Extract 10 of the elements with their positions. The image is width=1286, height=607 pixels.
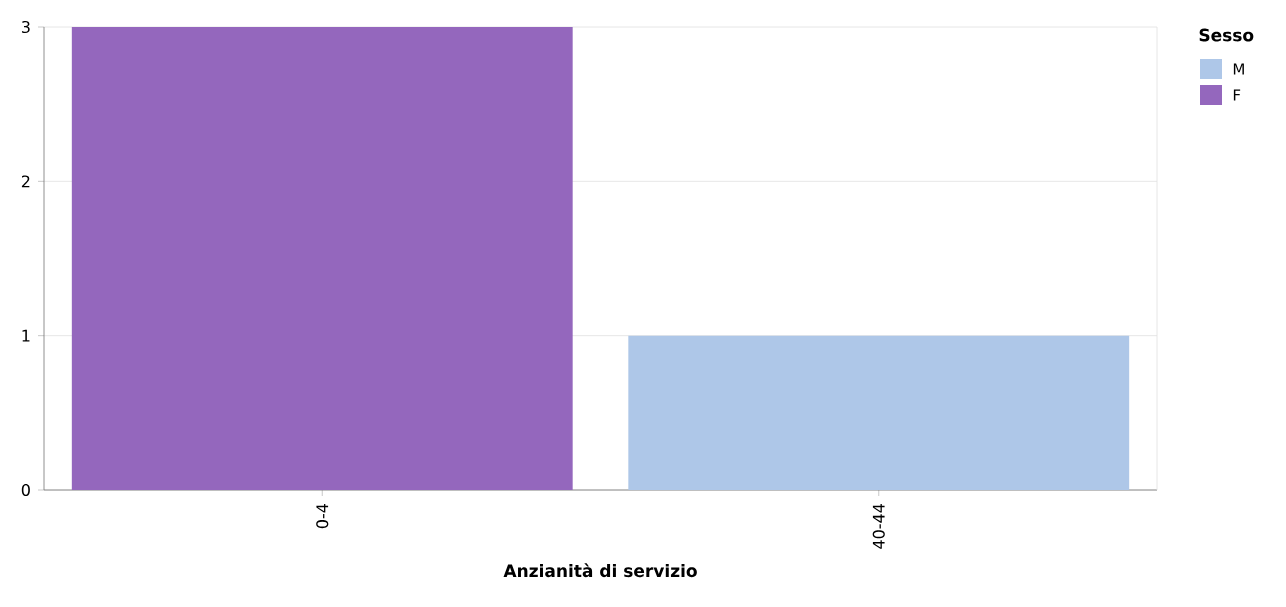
y-tick-label: 1 bbox=[22, 329, 30, 342]
legend-label: M bbox=[1233, 63, 1244, 75]
legend-title: Sesso bbox=[1199, 28, 1254, 42]
y-tick-label: 0 bbox=[21, 483, 30, 497]
y-tick-label: 2 bbox=[21, 175, 30, 188]
y-tick-label: 3 bbox=[21, 20, 30, 34]
x-tick-label: 0-4 bbox=[316, 503, 329, 529]
legend-label: F bbox=[1233, 89, 1241, 101]
x-axis-title: Anzianità di servizio bbox=[503, 563, 697, 578]
x-tick-label: 40-44 bbox=[872, 503, 885, 549]
